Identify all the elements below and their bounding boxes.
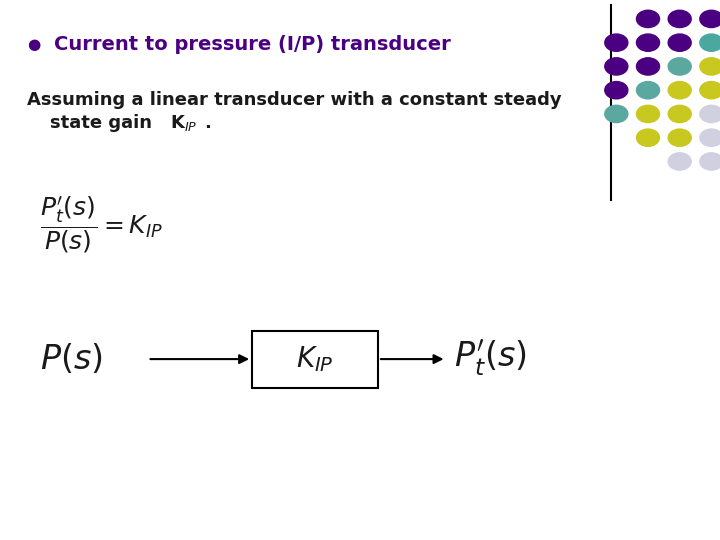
Circle shape: [636, 129, 660, 146]
Circle shape: [668, 105, 691, 123]
Circle shape: [700, 58, 720, 75]
Circle shape: [605, 58, 628, 75]
Circle shape: [700, 129, 720, 146]
Text: ●: ●: [27, 37, 40, 52]
Circle shape: [668, 34, 691, 51]
Circle shape: [605, 82, 628, 99]
Circle shape: [700, 82, 720, 99]
Text: state gain: state gain: [50, 114, 158, 132]
Text: Assuming a linear transducer with a constant steady: Assuming a linear transducer with a cons…: [27, 91, 562, 109]
Text: $\mathbf{K}_{IP}$: $\mathbf{K}_{IP}$: [170, 113, 197, 133]
Circle shape: [668, 82, 691, 99]
Text: Current to pressure (I/P) transducer: Current to pressure (I/P) transducer: [54, 35, 451, 54]
Circle shape: [605, 105, 628, 123]
Text: $P_t'(s)$: $P_t'(s)$: [454, 339, 526, 379]
Circle shape: [700, 105, 720, 123]
Text: .: .: [204, 114, 211, 132]
Text: $\dfrac{P_t'(s)}{P(s)} = K_{IP}$: $\dfrac{P_t'(s)}{P(s)} = K_{IP}$: [40, 194, 163, 254]
Circle shape: [636, 34, 660, 51]
Bar: [252, 331, 378, 388]
Circle shape: [668, 153, 691, 170]
Text: $P(s)$: $P(s)$: [40, 342, 102, 376]
Circle shape: [668, 10, 691, 28]
Circle shape: [636, 105, 660, 123]
Circle shape: [700, 10, 720, 28]
Circle shape: [700, 34, 720, 51]
Circle shape: [636, 82, 660, 99]
Circle shape: [636, 58, 660, 75]
Circle shape: [668, 129, 691, 146]
Circle shape: [605, 34, 628, 51]
Circle shape: [700, 153, 720, 170]
Circle shape: [668, 58, 691, 75]
Text: $K_{IP}$: $K_{IP}$: [296, 345, 334, 374]
Circle shape: [636, 10, 660, 28]
